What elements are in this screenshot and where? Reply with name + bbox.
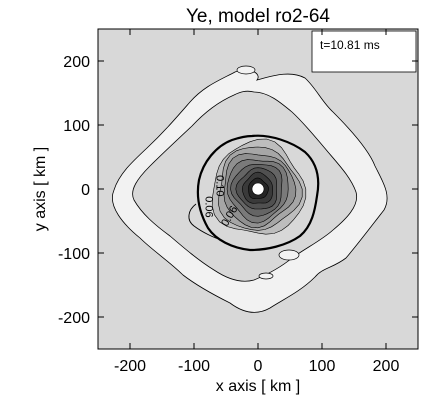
axes: -200 -100 0 100 200 -200 -100 0 100 200 — [58, 29, 418, 375]
y-tick-label: 200 — [63, 54, 90, 71]
contour-0.10-line — [196, 134, 320, 252]
ring-fragment — [236, 65, 256, 75]
y-tick-label: 0 — [81, 182, 90, 199]
y-tick-label: -100 — [58, 246, 90, 263]
x-tick-label: 200 — [373, 358, 400, 375]
x-tick-label: 100 — [309, 358, 336, 375]
x-axis-label: x axis [ km ] — [216, 378, 300, 395]
x-tick-label: 0 — [254, 358, 263, 375]
outer-ring-contour — [112, 69, 388, 313]
y-tick-label: 100 — [63, 118, 90, 135]
contour-0.06-line — [188, 203, 223, 241]
x-tick-label: -100 — [178, 358, 210, 375]
core-center-spot — [251, 182, 265, 196]
contour-label: 0.06 — [203, 196, 215, 217]
y-axis-label: y axis [ km ] — [32, 147, 49, 231]
x-tick-label: -200 — [114, 358, 146, 375]
contour-label: 0.10 — [213, 175, 225, 196]
chart-title: Ye, model ro2-64 — [186, 6, 330, 27]
y-tick-label: -200 — [58, 310, 90, 327]
time-label: t=10.81 ms — [320, 38, 380, 52]
time-box — [311, 30, 417, 73]
ring-fragment — [258, 272, 274, 280]
ring-fragment — [278, 249, 300, 261]
core-contours — [211, 138, 307, 235]
